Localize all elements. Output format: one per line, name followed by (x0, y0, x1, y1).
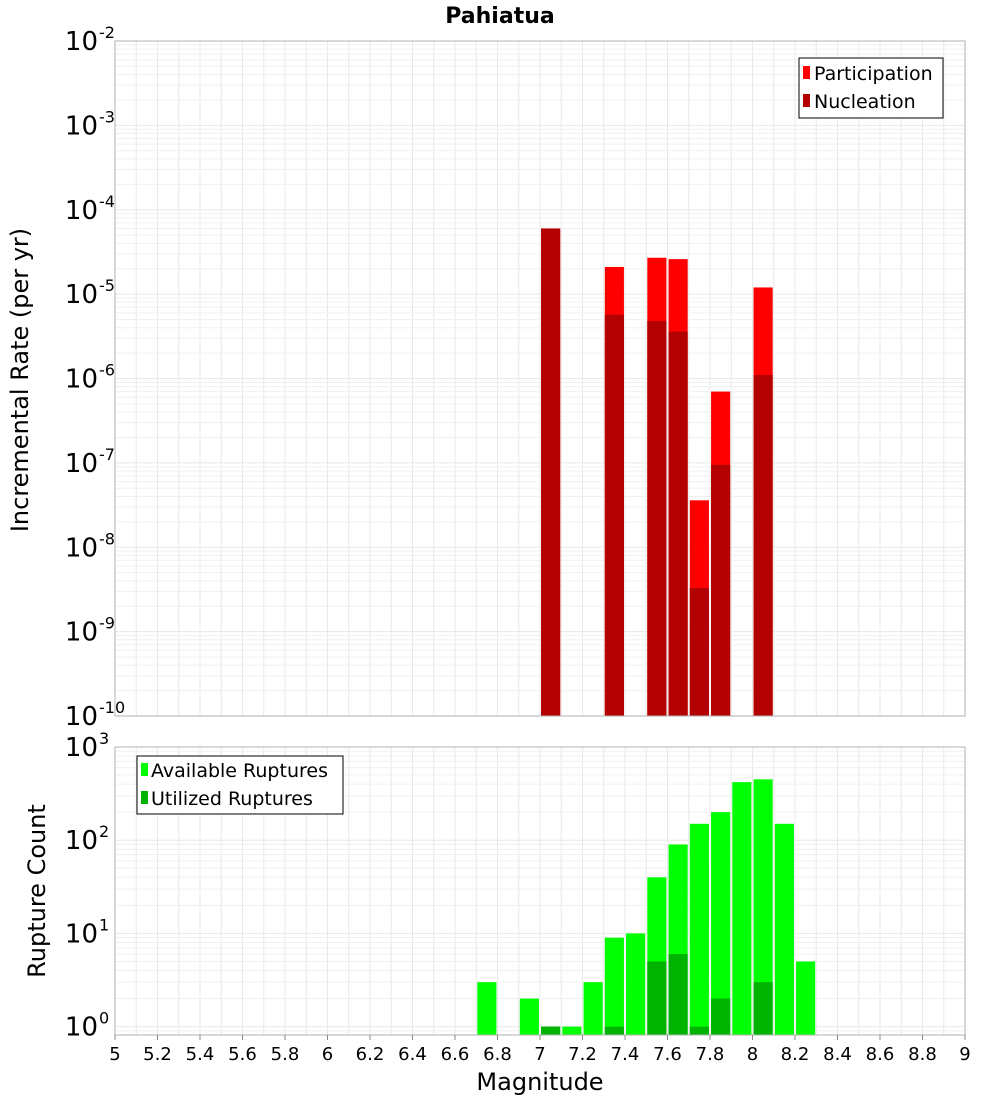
y-tick-label: 10 (65, 1013, 98, 1043)
x-tick-label: 5.6 (228, 1044, 257, 1065)
y-tick-label: 10 (65, 27, 98, 57)
x-tick-label: 6 (322, 1044, 333, 1065)
count-available-ruptures-bar (711, 812, 731, 1035)
count-utilized-ruptures-bar (753, 982, 773, 1035)
x-tick-label: 5.2 (143, 1044, 172, 1065)
y-tick-label: 10 (65, 196, 98, 226)
rate-nucleation-bar (541, 228, 561, 716)
x-tick-label: 7 (534, 1044, 545, 1065)
rate-legend-box (798, 57, 944, 119)
y-tick-label: 10 (65, 533, 98, 563)
x-tick-label: 8.2 (781, 1044, 810, 1065)
count-y-axis-label: Rupture Count (23, 804, 51, 978)
count-bars (477, 779, 816, 1035)
rate-nucleation-bar (689, 587, 709, 716)
y-tick-exponent: -9 (99, 614, 115, 633)
y-tick-label: 10 (65, 618, 98, 648)
y-tick-exponent: -7 (99, 445, 115, 464)
y-tick-exponent: 1 (99, 915, 109, 934)
count-available-ruptures-bar (732, 782, 752, 1035)
count-available-ruptures-bar (689, 823, 709, 1035)
y-tick-exponent: -3 (99, 107, 115, 126)
count-available-ruptures-bar (519, 998, 539, 1035)
count-available-ruptures-bar (604, 937, 624, 1035)
x-tick-label: 7.8 (696, 1044, 725, 1065)
count-legend: Available Ruptures Utilized Ruptures (136, 755, 344, 815)
count-legend-box (136, 755, 344, 815)
x-tick-label: 7.4 (611, 1044, 640, 1065)
available-legend-swatch (141, 763, 148, 776)
count-utilized-ruptures-bar (604, 1026, 624, 1035)
x-tick-label: 7.6 (653, 1044, 682, 1065)
x-tick-label: 8.6 (866, 1044, 895, 1065)
y-tick-exponent: -5 (99, 276, 115, 295)
x-tick-label: 8.8 (908, 1044, 937, 1065)
x-tick-label: 5 (109, 1044, 120, 1065)
count-available-ruptures-bar (477, 982, 497, 1035)
count-available-ruptures-bar (774, 823, 794, 1035)
x-tick-label: 6.8 (483, 1044, 512, 1065)
magnitude-x-ticks: 5 5.2 5.4 5.6 5.8 6 6.2 6.4 6.6 6.8 7 7.2 7.4 7.6 7.8 8… (109, 1035, 971, 1065)
participation-legend-label: Participation (814, 63, 933, 85)
x-tick-label: 5.8 (271, 1044, 300, 1065)
y-tick-label: 10 (65, 280, 98, 310)
y-tick-exponent: -10 (99, 698, 125, 717)
utilized-legend-label: Utilized Ruptures (151, 788, 313, 810)
count-available-ruptures-bar (753, 779, 773, 1035)
rate-bars (541, 228, 773, 716)
count-utilized-ruptures-bar (647, 961, 667, 1035)
nucleation-legend-swatch (803, 94, 810, 107)
magnitude-x-axis-label: Magnitude (476, 1068, 603, 1096)
y-tick-label: 10 (65, 919, 98, 949)
y-tick-label: 10 (65, 733, 98, 763)
rate-y-axis-label: Incremental Rate (per yr) (6, 228, 34, 532)
y-tick-label: 10 (65, 449, 98, 479)
rate-nucleation-bar (711, 464, 731, 716)
y-tick-exponent: 2 (99, 822, 109, 841)
utilized-legend-swatch (141, 791, 148, 804)
y-tick-exponent: 0 (99, 1009, 109, 1028)
y-tick-label: 10 (65, 365, 98, 395)
rate-nucleation-bar (647, 321, 667, 716)
x-tick-label: 8.4 (823, 1044, 852, 1065)
y-tick-label: 10 (65, 111, 98, 141)
count-available-ruptures-bar (583, 982, 603, 1035)
x-tick-label: 9 (959, 1044, 970, 1065)
count-utilized-ruptures-bar (541, 1026, 561, 1035)
y-tick-exponent: -6 (99, 361, 115, 380)
chart-title: Pahiatua (445, 4, 554, 29)
rate-nucleation-bar (753, 375, 773, 716)
rate-legend: Participation Nucleation (798, 57, 944, 119)
nucleation-legend-label: Nucleation (814, 91, 916, 113)
rate-plot-frame (114, 40, 966, 717)
y-tick-exponent: -4 (99, 192, 115, 211)
rate-nucleation-bar (604, 314, 624, 716)
count-utilized-ruptures-bar (668, 954, 688, 1035)
x-tick-label: 7.2 (568, 1044, 597, 1065)
x-tick-label: 6.4 (398, 1044, 427, 1065)
participation-legend-swatch (803, 66, 810, 79)
y-tick-label: 10 (65, 826, 98, 856)
x-tick-label: 6.2 (356, 1044, 385, 1065)
rate-grid (114, 40, 966, 717)
available-legend-label: Available Ruptures (151, 760, 328, 782)
rate-nucleation-bar (668, 331, 688, 716)
y-tick-exponent: -2 (99, 23, 115, 42)
y-tick-exponent: 3 (99, 729, 109, 748)
count-utilized-ruptures-bar (711, 998, 731, 1035)
x-tick-label: 6.6 (441, 1044, 470, 1065)
count-available-ruptures-bar (626, 933, 646, 1035)
y-tick-label: 10 (65, 702, 98, 732)
x-tick-label: 5.4 (186, 1044, 215, 1065)
count-available-ruptures-bar (796, 961, 816, 1035)
y-tick-exponent: -8 (99, 529, 115, 548)
count-utilized-ruptures-bar (689, 1026, 709, 1035)
x-tick-label: 8 (747, 1044, 758, 1065)
count-available-ruptures-bar (562, 1026, 582, 1035)
